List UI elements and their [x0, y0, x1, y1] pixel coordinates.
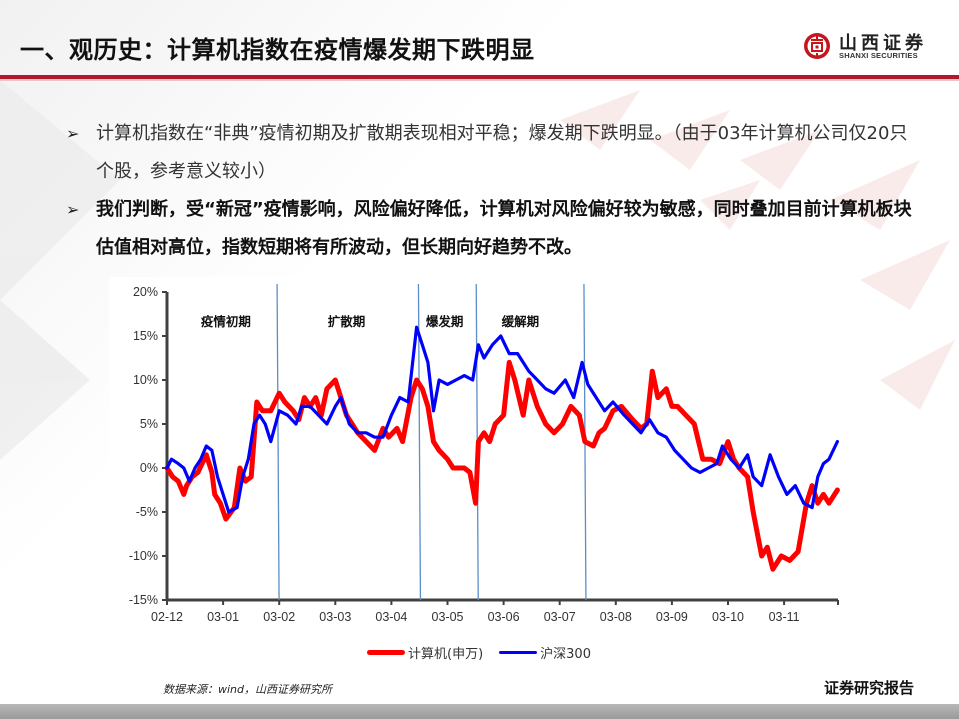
bullet-list: ➢ 计算机指数在“非典”疫情初期及扩散期表现相对平稳；爆发期下跌明显。（由于03…: [62, 115, 922, 267]
phase-label: 疫情初期: [201, 314, 251, 329]
y-tick-label: -10%: [129, 549, 158, 563]
line-chart: 20% 15% 10% 5% 0% -5% -10% -15% 02-12 03-01 03-02 0…: [109, 277, 855, 673]
page-title: 一、观历史：计算机指数在疫情爆发期下跌明显: [20, 36, 535, 64]
phase-label: 缓解期: [502, 314, 540, 329]
x-tick-label: 03-11: [769, 610, 800, 624]
y-tick-label: 10%: [133, 373, 158, 387]
bullet-text: 计算机指数在“非典”疫情初期及扩散期表现相对平稳；爆发期下跌明显。（由于03年计…: [96, 123, 908, 182]
logo-name-cn: 山西证券: [839, 33, 927, 54]
legend-label: 沪深300: [540, 646, 591, 662]
chart-legend: 计算机(申万) 沪深300: [367, 642, 607, 662]
series-line-hs300: [165, 325, 840, 514]
legend-swatch-red: [367, 649, 405, 655]
header-divider: [0, 75, 959, 79]
x-tick-label: 03-07: [544, 610, 576, 624]
company-logo: 山西证券 SHANXI SECURITIES: [803, 31, 933, 65]
x-tick-label: 02-12: [151, 610, 183, 624]
y-tick-label: -5%: [136, 505, 158, 519]
data-source-note: 数据来源：wind，山西证券研究所: [163, 683, 333, 696]
x-tick-label: 03-06: [488, 610, 520, 624]
y-tick-label: 20%: [133, 285, 158, 299]
chart-canvas: 20% 15% 10% 5% 0% -5% -10% -15% 02-12 03-01 03-02 0…: [129, 283, 840, 624]
bullet-item: ➢ 计算机指数在“非典”疫情初期及扩散期表现相对平稳；爆发期下跌明显。（由于03…: [62, 115, 922, 191]
x-tick-label: 03-10: [712, 610, 744, 624]
shanxi-securities-logo-icon: [804, 33, 830, 59]
legend-label: 计算机(申万): [408, 646, 484, 662]
phase-label: 扩散期: [328, 314, 366, 329]
slide-header: 一、观历史：计算机指数在疫情爆发期下跌明显 山西证券 SHANXI SECURI…: [0, 0, 959, 81]
x-tick-label: 03-08: [600, 610, 632, 624]
report-type-label: 证券研究报告: [824, 679, 915, 697]
phase-label: 爆发期: [426, 314, 464, 329]
y-tick-label: -15%: [129, 593, 158, 607]
legend-item-hs300: 沪深300: [499, 643, 591, 662]
arrow-bullet-icon: ➢: [66, 124, 80, 143]
y-tick-label: 15%: [133, 329, 158, 343]
series-line-computer: [164, 359, 840, 572]
footer-bar: [0, 704, 959, 719]
x-tick-label: 03-09: [656, 610, 688, 624]
x-tick-label: 03-02: [263, 610, 295, 624]
header-divider-shadow: [0, 79, 959, 81]
x-tick-label: 03-03: [319, 610, 351, 624]
logo-name-en: SHANXI SECURITIES: [839, 51, 918, 60]
arrow-bullet-icon: ➢: [66, 200, 80, 219]
legend-swatch-blue: [499, 650, 538, 654]
bullet-text: 我们判断，受“新冠”疫情影响，风险偏好降低，计算机对风险偏好较为敏感，同时叠加目…: [96, 199, 912, 258]
x-tick-label: 03-05: [432, 610, 464, 624]
y-tick-label: 0%: [140, 461, 158, 475]
bullet-item: ➢ 我们判断，受“新冠”疫情影响，风险偏好降低，计算机对风险偏好较为敏感，同时叠…: [62, 191, 922, 267]
phase-divider: [276, 283, 280, 601]
x-tick-label: 03-01: [207, 610, 239, 624]
legend-item-computer: 计算机(申万): [367, 643, 483, 662]
y-tick-label: 5%: [140, 417, 158, 431]
x-tick-label: 03-04: [375, 610, 407, 624]
